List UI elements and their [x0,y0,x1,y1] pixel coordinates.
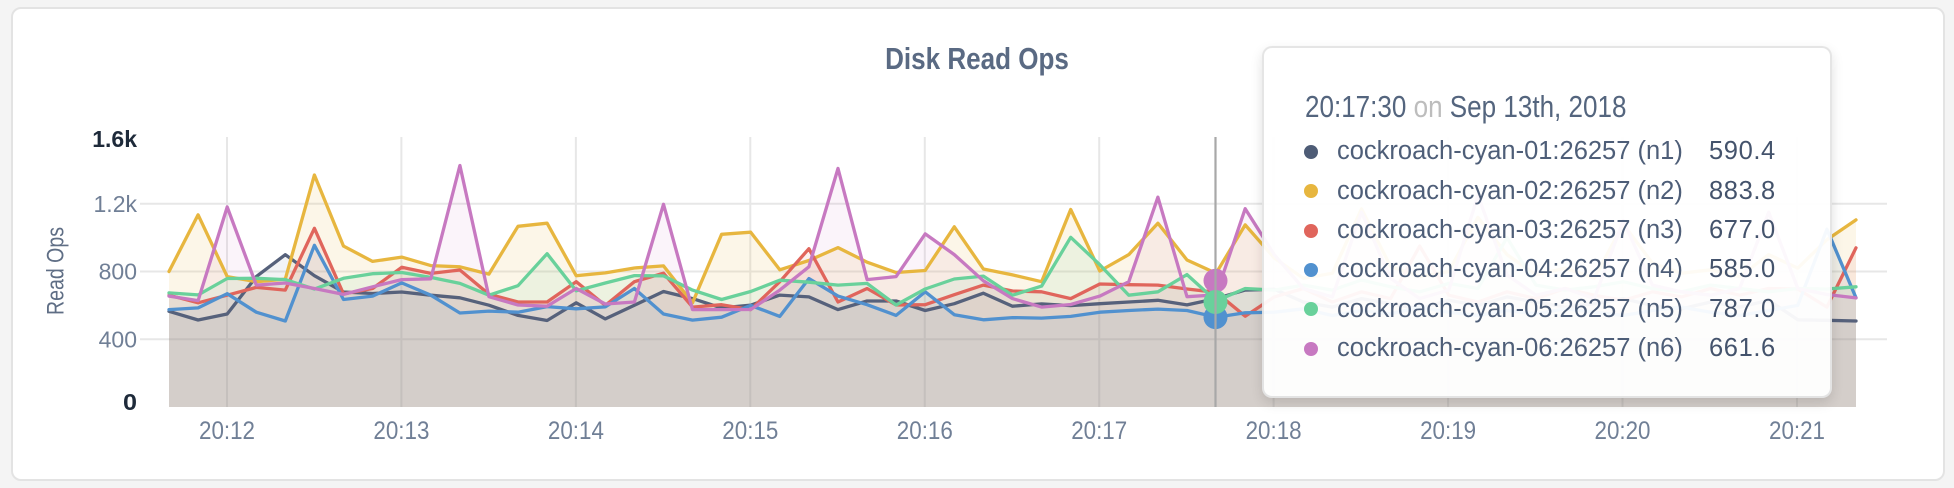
svg-text:20:12: 20:12 [199,417,255,445]
svg-text:20:13: 20:13 [373,417,429,445]
svg-text:20:15: 20:15 [722,417,778,445]
svg-text:800: 800 [99,259,137,285]
svg-text:Read Ops: Read Ops [43,227,70,315]
svg-text:20:18: 20:18 [1246,417,1302,445]
svg-text:0: 0 [123,389,137,415]
svg-text:20:19: 20:19 [1420,417,1476,445]
svg-text:1.6k: 1.6k [92,126,137,152]
svg-text:1.2k: 1.2k [94,191,138,217]
svg-text:20:14: 20:14 [548,417,604,445]
svg-text:20:16: 20:16 [897,417,953,445]
svg-text:20:17: 20:17 [1071,417,1127,445]
svg-text:20:21: 20:21 [1769,417,1825,445]
svg-text:400: 400 [99,326,137,352]
svg-text:20:20: 20:20 [1595,417,1651,445]
